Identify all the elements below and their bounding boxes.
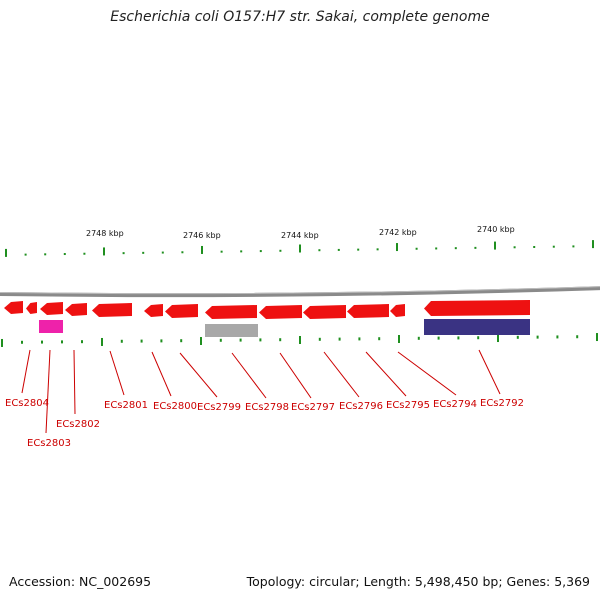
- scale-ticks-bottom: [1, 333, 598, 347]
- leader-line: [478, 349, 501, 395]
- scale-ticks-top: [5, 240, 594, 257]
- scale-label-2742: 2742 kbp: [379, 228, 417, 237]
- gene-feature[interactable]: [259, 305, 302, 319]
- gene-feature[interactable]: [26, 302, 37, 314]
- topology-text: Topology: circular; Length: 5,498,450 bp…: [246, 574, 590, 589]
- leader-line: [397, 351, 457, 396]
- gene-label-ecs2796[interactable]: ECs2796: [339, 401, 383, 412]
- gene-label-ecs2803[interactable]: ECs2803: [27, 438, 71, 449]
- gene-feature[interactable]: [424, 300, 530, 316]
- gene-feature[interactable]: [390, 304, 405, 317]
- leader-line: [323, 351, 360, 398]
- gene-label-ecs2794[interactable]: ECs2794: [433, 399, 477, 410]
- leader-line: [151, 351, 172, 397]
- gene-label-ecs2795[interactable]: ECs2795: [386, 400, 430, 411]
- gene-label-ecs2801[interactable]: ECs2801: [104, 400, 148, 411]
- leader-line: [179, 352, 218, 398]
- gene-features: [4, 300, 530, 337]
- scale-label-2746: 2746 kbp: [183, 231, 221, 240]
- genome-title: Escherichia coli O157:H7 str. Sakai, com…: [110, 9, 490, 25]
- gene-feature[interactable]: [303, 305, 346, 319]
- leader-line: [73, 349, 76, 415]
- gene-label-ecs2804[interactable]: ECs2804: [5, 398, 49, 409]
- gene-feature[interactable]: [4, 301, 23, 314]
- leader-line: [109, 350, 125, 396]
- gene-label-ecs2799[interactable]: ECs2799: [197, 402, 241, 413]
- gene-feature[interactable]: [165, 304, 198, 318]
- scale-label-2744: 2744 kbp: [281, 231, 319, 240]
- gene-feature[interactable]: [144, 304, 163, 317]
- gene-label-ecs2802[interactable]: ECs2802: [56, 419, 100, 430]
- gene-feature[interactable]: [424, 319, 530, 335]
- gene-feature[interactable]: [39, 320, 63, 333]
- genome-backbone: [0, 286, 600, 298]
- gene-feature[interactable]: [205, 305, 257, 319]
- gene-label-ecs2792[interactable]: ECs2792: [480, 398, 524, 409]
- gene-feature[interactable]: [65, 303, 87, 316]
- gene-label-ecs2798[interactable]: ECs2798: [245, 402, 289, 413]
- gene-feature[interactable]: [347, 304, 389, 318]
- gene-feature[interactable]: [92, 303, 132, 317]
- gene-feature[interactable]: [205, 324, 258, 337]
- accession-text: Accession: NC_002695: [9, 574, 152, 589]
- leader-line: [365, 351, 407, 397]
- leader-line: [21, 349, 31, 394]
- scale-label-2740: 2740 kbp: [477, 225, 515, 234]
- leader-line: [231, 352, 267, 399]
- genome-backbone-highlight: [0, 286, 600, 295]
- gene-label-ecs2800[interactable]: ECs2800: [153, 401, 197, 412]
- gene-label-ecs2797[interactable]: ECs2797: [291, 402, 335, 413]
- leader-line: [279, 352, 312, 399]
- gene-feature[interactable]: [40, 302, 63, 315]
- scale-label-2748: 2748 kbp: [86, 229, 124, 238]
- leader-line: [45, 349, 51, 434]
- gene-label-leaders: [21, 349, 501, 434]
